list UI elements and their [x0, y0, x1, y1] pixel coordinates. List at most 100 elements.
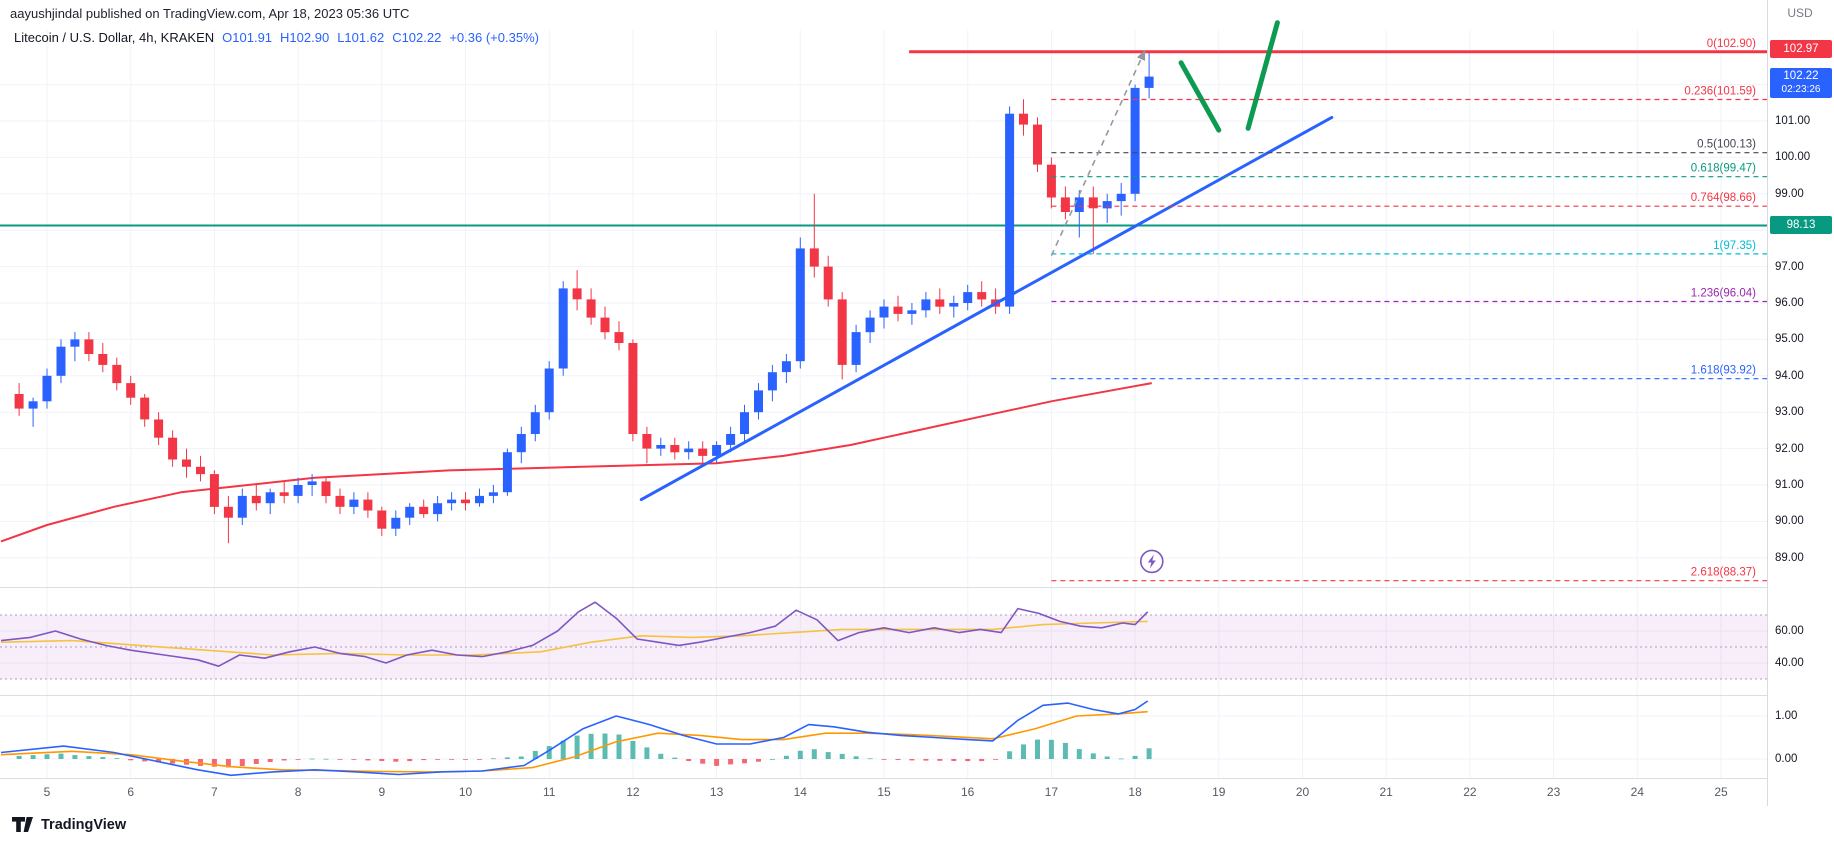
chart-canvas[interactable]: 0(102.90) 0.236(101.59) 0.5(100.13) 0.618(9… [0, 0, 1767, 806]
candle [209, 470, 219, 515]
fib-level-label: 2.618(88.37) [1691, 567, 1756, 579]
candle [1046, 157, 1056, 209]
candle [307, 474, 317, 496]
candle [321, 477, 331, 504]
time-axis-label[interactable]: 25 [1714, 785, 1728, 799]
candle [377, 506, 387, 536]
time-axis-label[interactable]: 15 [877, 785, 891, 799]
time-axis-label[interactable]: 10 [458, 785, 473, 799]
price-axis-label: 97.00 [1775, 260, 1804, 273]
candle [530, 404, 540, 442]
candle [56, 339, 66, 384]
candle [516, 426, 526, 464]
brand-name[interactable]: TradingView [41, 816, 127, 833]
time-axis-label[interactable]: 11 [542, 785, 556, 799]
candle [921, 292, 931, 318]
candle [558, 281, 568, 376]
macd-signal-line [0, 710, 1148, 773]
time-axis-label[interactable]: 19 [1212, 785, 1226, 799]
pane-separator-main-rsi[interactable] [0, 587, 1834, 588]
publisher-attribution: aayushjindal published on TradingView.co… [10, 6, 410, 21]
time-axis-label[interactable]: 24 [1630, 785, 1644, 799]
fib-level-label: 1.618(93.92) [1691, 365, 1756, 377]
candle [795, 237, 805, 369]
candle [1033, 117, 1042, 172]
candle [42, 368, 52, 409]
candle [544, 361, 554, 420]
candle [1074, 190, 1084, 238]
time-axis-label[interactable]: 22 [1463, 785, 1477, 799]
candle [168, 430, 178, 467]
lightning-icon[interactable] [1140, 549, 1164, 574]
candle [586, 288, 596, 325]
price-badge-resistance: 102.97 [1770, 40, 1832, 59]
ascending-trendline[interactable] [639, 115, 1334, 502]
time-axis-label[interactable]: 20 [1295, 785, 1310, 799]
candle [698, 441, 708, 464]
fib-level-label: 0.618(99.47) [1691, 163, 1756, 175]
candle [670, 437, 680, 460]
candle [726, 426, 736, 453]
time-axis-label[interactable]: 23 [1546, 785, 1561, 799]
candle [279, 481, 289, 504]
candle [879, 299, 889, 329]
candle [391, 510, 401, 536]
price-axis[interactable]: 102.97 102.22 02:23:26 98.13 101.00 100.0… [1767, 0, 1834, 806]
macd-axis-label: 1.00 [1775, 710, 1798, 722]
price-axis-label: 90.00 [1775, 515, 1804, 528]
time-axis-label[interactable]: 16 [961, 785, 975, 799]
time-axis-label[interactable]: 21 [1379, 785, 1393, 799]
last-price-value: 102.22 [1783, 69, 1819, 82]
time-axis-label[interactable]: 8 [294, 785, 302, 799]
price-axis-label: 100.00 [1775, 151, 1811, 164]
candle [628, 339, 638, 442]
time-axis[interactable]: 5 6 7 8 9 10 11 12 13 14 15 16 17 18 19 20 21 22 23 24 25 [0, 780, 1767, 806]
candle [28, 397, 38, 427]
pane-separator-rsi-macd[interactable] [0, 695, 1834, 696]
time-axis-label[interactable]: 17 [1044, 785, 1059, 799]
candle [865, 310, 875, 343]
candle [335, 488, 345, 515]
time-axis-label[interactable]: 13 [709, 785, 724, 799]
tradingview-logo-icon[interactable] [12, 815, 34, 834]
ohlc-high-value: H102.90 [280, 30, 330, 45]
fib-level-label: 1(97.35) [1713, 240, 1756, 252]
candle [447, 492, 457, 511]
fib-level-label: 0.5(100.13) [1697, 139, 1756, 151]
time-axis-label[interactable]: 9 [378, 785, 386, 799]
candle [14, 383, 24, 416]
time-axis-label[interactable]: 6 [127, 785, 135, 799]
projection-green-stroke[interactable] [1245, 20, 1280, 131]
candle [1116, 182, 1126, 216]
candle [684, 441, 694, 460]
ohlc-open-value: O101.91 [222, 30, 273, 45]
candle [405, 503, 415, 525]
red-moving-average-line [0, 382, 1152, 543]
fib-retracement[interactable]: 0(102.90) 0.236(101.59) 0.5(100.13) 0.618(9… [909, 38, 1767, 582]
fib-level-label: 0.236(101.59) [1684, 86, 1756, 98]
price-axis-label: 89.00 [1775, 551, 1804, 564]
fib-level-label: 0(102.90) [1707, 38, 1756, 50]
candle [740, 404, 749, 442]
candle [1088, 186, 1098, 254]
rsi-axis-label: 60.00 [1775, 625, 1804, 637]
time-axis-label[interactable]: 18 [1128, 785, 1142, 799]
rsi-axis-label: 40.00 [1775, 657, 1804, 669]
candle [196, 455, 205, 482]
bar-countdown: 02:23:26 [1781, 83, 1821, 95]
projection-green-stroke[interactable] [1178, 60, 1222, 133]
candle [265, 488, 275, 515]
rsi-band [0, 614, 1767, 680]
time-axis-label[interactable]: 12 [626, 785, 640, 799]
candle [1060, 186, 1070, 220]
candle [419, 499, 429, 518]
symbol-title[interactable]: Litecoin / U.S. Dollar, 4h, KRAKEN [14, 30, 215, 45]
ohlc-change-value: +0.36 (+0.35%) [449, 30, 539, 45]
arrowhead [1136, 50, 1146, 61]
time-axis-label[interactable]: 14 [793, 785, 807, 799]
candle [851, 324, 861, 373]
time-axis-label[interactable]: 7 [211, 785, 218, 799]
candlesticks [14, 51, 1154, 544]
time-axis-label[interactable]: 5 [43, 785, 51, 799]
projection-dashed-arrow[interactable] [1050, 49, 1146, 257]
